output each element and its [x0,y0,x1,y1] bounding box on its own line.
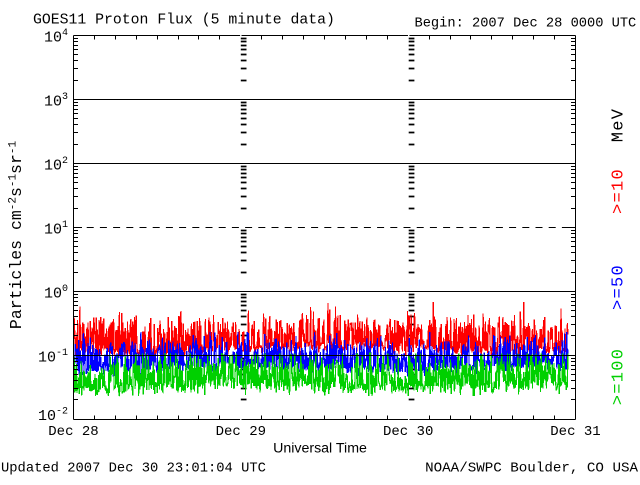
svg-text:-2: -2 [56,406,68,417]
svg-text:3: 3 [62,92,68,103]
svg-text:0: 0 [62,284,68,295]
svg-text:2: 2 [62,156,68,167]
svg-text:10: 10 [38,350,56,367]
svg-text:NOAA/SWPC Boulder, CO USA: NOAA/SWPC Boulder, CO USA [425,461,638,477]
svg-text:Updated 2007 Dec 30 23:01:04 U: Updated 2007 Dec 30 23:01:04 UTC [1,461,266,477]
svg-text:10: 10 [44,286,62,303]
svg-text:>=50: >=50 [610,264,629,310]
svg-text:4: 4 [62,28,68,39]
svg-text:Universal Time: Universal Time [273,441,367,457]
svg-text:10: 10 [44,30,62,47]
svg-text:10: 10 [44,222,62,239]
svg-text:10: 10 [44,158,62,175]
svg-text:1: 1 [62,220,68,231]
svg-text:Dec 29: Dec 29 [216,424,266,440]
svg-text:Dec 31: Dec 31 [550,424,600,440]
svg-text:Dec 28: Dec 28 [48,424,98,440]
svg-text:GOES11 Proton Flux (5 minute d: GOES11 Proton Flux (5 minute data) [33,13,335,29]
svg-text:Begin: 2007 Dec 28 0000 UTC: Begin: 2007 Dec 28 0000 UTC [415,17,637,32]
svg-text:Particles cm-2s-1sr-1: Particles cm-2s-1sr-1 [7,141,26,330]
svg-text:10: 10 [38,408,56,425]
svg-text:-1: -1 [56,348,68,359]
svg-text:10: 10 [44,94,62,111]
svg-text:MeV: MeV [610,108,629,143]
svg-text:>=10: >=10 [610,168,629,214]
svg-text:>=100: >=100 [610,348,629,406]
svg-text:Dec 30: Dec 30 [383,424,433,440]
